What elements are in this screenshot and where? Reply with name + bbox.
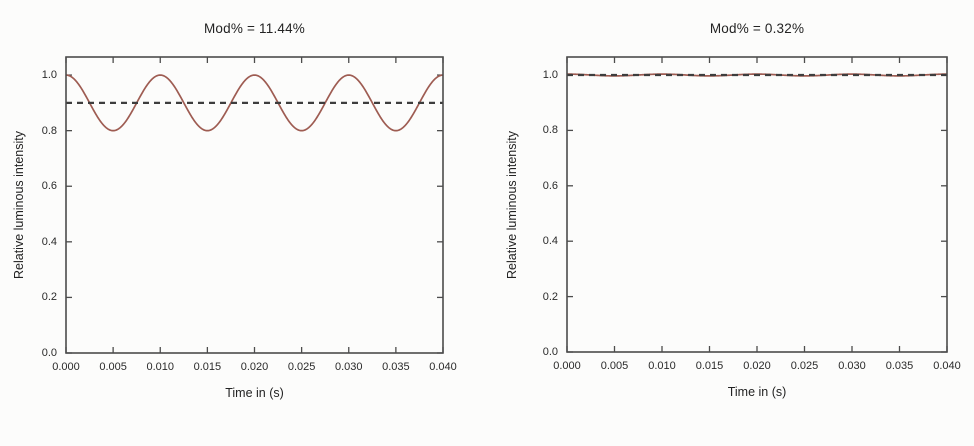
x-tick-label: 0.010 bbox=[648, 360, 676, 372]
x-axis-label: Time in (s) bbox=[225, 386, 284, 400]
chart-panel-low-modulation: Mod% = 0.32% Relative luminous intensity… bbox=[487, 0, 974, 446]
x-axis-label: Time in (s) bbox=[727, 385, 787, 399]
x-tick-label: 0.040 bbox=[933, 360, 961, 372]
x-tick-label: 0.015 bbox=[695, 360, 724, 372]
x-tick-label: 0.030 bbox=[838, 360, 866, 372]
x-tick-label: 0.030 bbox=[334, 361, 363, 373]
chart-title: Mod% = 11.44% bbox=[203, 21, 306, 36]
y-axis-label: Relative luminous intensity bbox=[505, 130, 519, 279]
x-tick-label: 0.025 bbox=[287, 361, 316, 373]
y-tick-label: 0.2 bbox=[41, 291, 57, 304]
y-axis-label: Relative luminous intensity bbox=[12, 131, 26, 279]
x-tick-label: 0.000 bbox=[52, 361, 80, 373]
y-tick-label: 0.0 bbox=[542, 346, 558, 358]
y-tick-label: 0.6 bbox=[542, 179, 558, 192]
y-tick-label: 0.4 bbox=[542, 235, 558, 248]
x-tick-label: 0.005 bbox=[99, 361, 127, 373]
x-tick-label: 0.010 bbox=[146, 361, 175, 373]
plot-frame bbox=[65, 56, 444, 354]
y-tick-label: 0.2 bbox=[542, 290, 558, 303]
y-tick-label: 0.8 bbox=[542, 124, 558, 137]
y-tick-label: 0.8 bbox=[41, 124, 57, 137]
y-tick-label: 0.4 bbox=[41, 235, 57, 248]
y-tick-label: 1.0 bbox=[41, 69, 57, 82]
y-tick-label: 0.6 bbox=[41, 180, 57, 193]
x-tick-label: 0.035 bbox=[885, 360, 914, 372]
plot-canvas bbox=[65, 56, 444, 354]
plot-frame bbox=[566, 56, 948, 353]
chart-title: Mod% = 0.32% bbox=[709, 21, 805, 36]
x-tick-label: 0.005 bbox=[600, 360, 629, 372]
x-tick-label: 0.020 bbox=[743, 360, 771, 372]
x-tick-label: 0.025 bbox=[790, 360, 819, 372]
x-tick-label: 0.040 bbox=[429, 361, 457, 373]
x-tick-label: 0.035 bbox=[382, 361, 410, 373]
x-tick-label: 0.000 bbox=[553, 360, 581, 372]
y-tick-label: 0.0 bbox=[41, 347, 57, 359]
plot-canvas bbox=[566, 56, 948, 353]
waveform-line bbox=[65, 74, 444, 132]
x-tick-label: 0.015 bbox=[193, 361, 222, 373]
chart-panel-high-modulation: Mod% = 11.44% Relative luminous intensit… bbox=[12, 21, 457, 400]
y-tick-label: 1.0 bbox=[542, 69, 558, 81]
x-tick-label: 0.020 bbox=[240, 361, 269, 373]
